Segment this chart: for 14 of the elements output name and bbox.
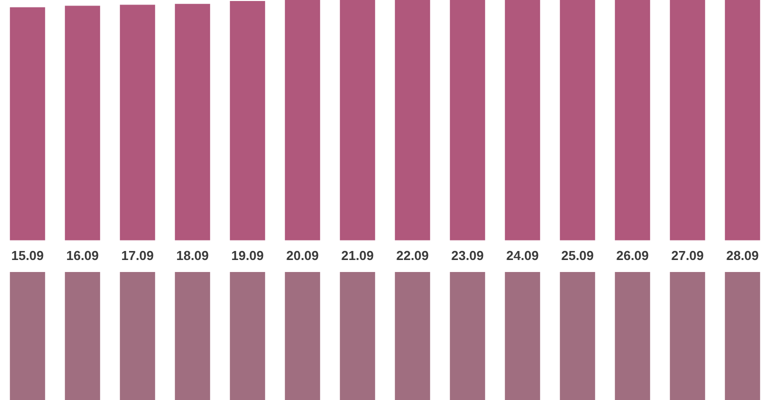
x-tick-label: 28.09 — [726, 248, 759, 263]
x-tick-label: 16.09 — [66, 248, 99, 263]
x-tick-label: 19.09 — [231, 248, 264, 263]
x-tick-label: 25.09 — [561, 248, 594, 263]
x-tick-label: 22.09 — [396, 248, 429, 263]
x-tick-label: 23.09 — [451, 248, 484, 263]
x-tick-label: 21.09 — [341, 248, 374, 263]
x-tick-label: 27.09 — [671, 248, 704, 263]
x-tick-label: 26.09 — [616, 248, 649, 263]
x-tick-label: 15.09 — [11, 248, 44, 263]
x-tick-label: 17.09 — [121, 248, 154, 263]
x-tick-label: 20.09 — [286, 248, 319, 263]
x-tick-label: 18.09 — [176, 248, 209, 263]
x-tick-label: 24.09 — [506, 248, 539, 263]
